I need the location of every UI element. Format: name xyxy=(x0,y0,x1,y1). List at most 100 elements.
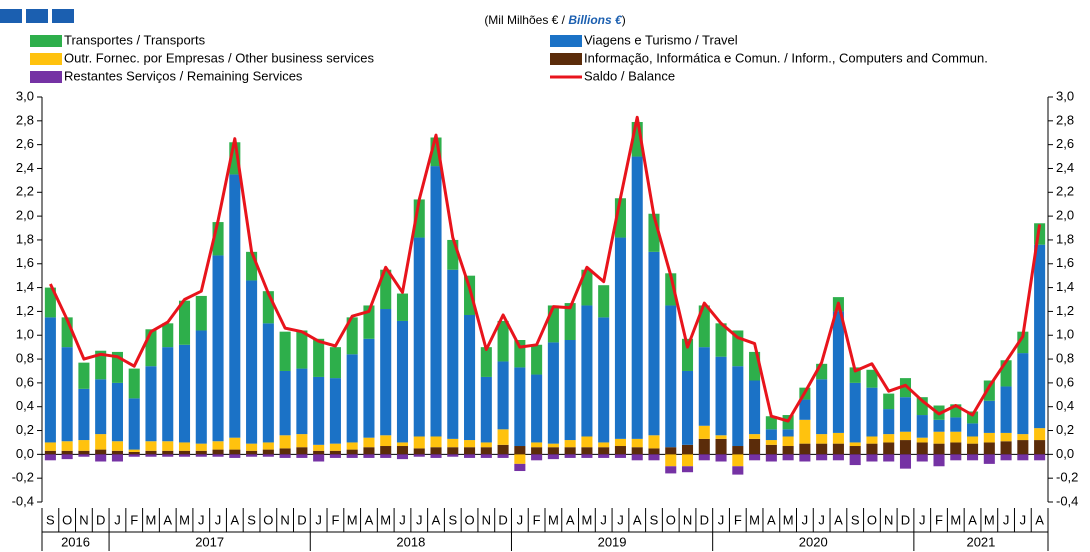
x-tick-label: J xyxy=(416,512,423,527)
bar-segment xyxy=(648,213,660,252)
bar-segment xyxy=(296,434,308,448)
y-tick-label: 2,8 xyxy=(1056,112,1074,127)
bar-segment xyxy=(95,454,107,462)
bar-segment xyxy=(246,443,258,451)
bar-segment xyxy=(749,438,761,455)
x-tick-label: J xyxy=(617,512,624,527)
x-tick-label: N xyxy=(79,512,88,527)
x-tick-label: A xyxy=(1035,512,1044,527)
bar-segment xyxy=(111,441,123,451)
bar-segment xyxy=(631,122,643,157)
bar-segment xyxy=(246,450,258,455)
bar-segment xyxy=(933,443,945,455)
x-tick-label: M xyxy=(548,512,559,527)
bar-segment xyxy=(765,416,777,430)
bar-segment xyxy=(732,330,744,367)
bar-segment xyxy=(681,444,694,455)
bar-segment xyxy=(598,447,610,455)
bar-segment xyxy=(480,376,492,443)
bar-segment xyxy=(229,454,241,458)
bar-segment xyxy=(313,376,325,445)
bar-segment xyxy=(581,436,593,448)
logo-block xyxy=(0,9,22,23)
bar-segment xyxy=(95,449,107,455)
bar-segment xyxy=(363,305,375,339)
bar-segment xyxy=(346,442,358,450)
bar-segment xyxy=(648,435,660,449)
bar-segment xyxy=(849,382,861,443)
legend-swatch xyxy=(550,35,582,47)
bar-segment xyxy=(598,454,610,458)
bar-segment xyxy=(279,370,291,436)
bar-segment xyxy=(1000,360,1012,387)
bar-segment xyxy=(246,454,258,457)
bar-segment xyxy=(178,300,191,345)
y-tick-label: 0,4 xyxy=(16,398,34,413)
bar-segment xyxy=(430,454,442,458)
y-tick-label: 2,4 xyxy=(16,160,34,175)
x-tick-label: O xyxy=(867,512,877,527)
bar-segment xyxy=(598,442,610,448)
bar-segment xyxy=(313,450,325,455)
x-tick-label: A xyxy=(834,512,843,527)
bar-segment xyxy=(128,449,140,452)
bar-segment xyxy=(631,156,643,439)
x-tick-label: A xyxy=(163,512,172,527)
bar-segment xyxy=(162,454,174,457)
bar-segment xyxy=(899,454,912,469)
bar-segment xyxy=(967,443,979,455)
bar-segment xyxy=(396,293,409,321)
bar-segment xyxy=(313,454,325,462)
bar-segment xyxy=(916,437,928,443)
bar-segment xyxy=(262,323,274,443)
bar-segment xyxy=(581,269,593,306)
bar-segment xyxy=(799,443,811,455)
bar-segment xyxy=(799,454,811,462)
y-tick-label: 3,0 xyxy=(16,88,34,103)
bar-segment xyxy=(1017,454,1029,461)
legend-label: Viagens e Turismo / Travel xyxy=(584,32,738,47)
x-tick-label: J xyxy=(600,512,607,527)
legend-label: Outr. Fornec. por Empresas / Other busin… xyxy=(64,50,374,65)
bar-segment xyxy=(531,374,543,443)
x-tick-label: D xyxy=(297,512,306,527)
bar-segment xyxy=(44,442,56,451)
bar-segment xyxy=(413,436,425,449)
bar-segment xyxy=(1034,454,1046,461)
bar-segment xyxy=(564,303,576,340)
bar-segment xyxy=(380,269,392,310)
bar-segment xyxy=(782,446,794,455)
bar-segment xyxy=(363,447,375,455)
bar-segment xyxy=(950,404,962,418)
y-tick-label: 1,6 xyxy=(1056,255,1074,270)
bar-segment xyxy=(262,291,274,324)
bar-segment xyxy=(866,454,878,462)
bar-segment xyxy=(816,434,828,444)
legend-swatch xyxy=(30,71,62,83)
bar-segment xyxy=(514,463,526,472)
bar-segment xyxy=(732,466,744,475)
bar-segment xyxy=(782,454,794,461)
bar-segment xyxy=(162,441,174,451)
bar-segment xyxy=(698,347,710,426)
bar-segment xyxy=(514,367,526,447)
x-tick-label: D xyxy=(700,512,709,527)
bar-segment xyxy=(363,437,375,448)
y-tick-label: 0,0 xyxy=(1056,446,1074,461)
bar-segment xyxy=(883,454,895,462)
y-tick-label: 0,4 xyxy=(1056,398,1074,413)
x-tick-label: J xyxy=(198,512,205,527)
bar-segment xyxy=(967,454,979,461)
bar-segment xyxy=(145,441,157,451)
x-tick-label: A xyxy=(633,512,642,527)
x-tick-label: A xyxy=(767,512,776,527)
bar-segment xyxy=(916,415,928,438)
bar-segment xyxy=(732,454,744,467)
bar-segment xyxy=(765,429,777,441)
bar-segment xyxy=(866,443,878,455)
x-tick-label: J xyxy=(802,512,809,527)
bar-segment xyxy=(396,454,409,460)
balance-line xyxy=(49,115,1042,423)
bar-segment xyxy=(933,431,945,444)
bar-segment xyxy=(464,454,476,458)
